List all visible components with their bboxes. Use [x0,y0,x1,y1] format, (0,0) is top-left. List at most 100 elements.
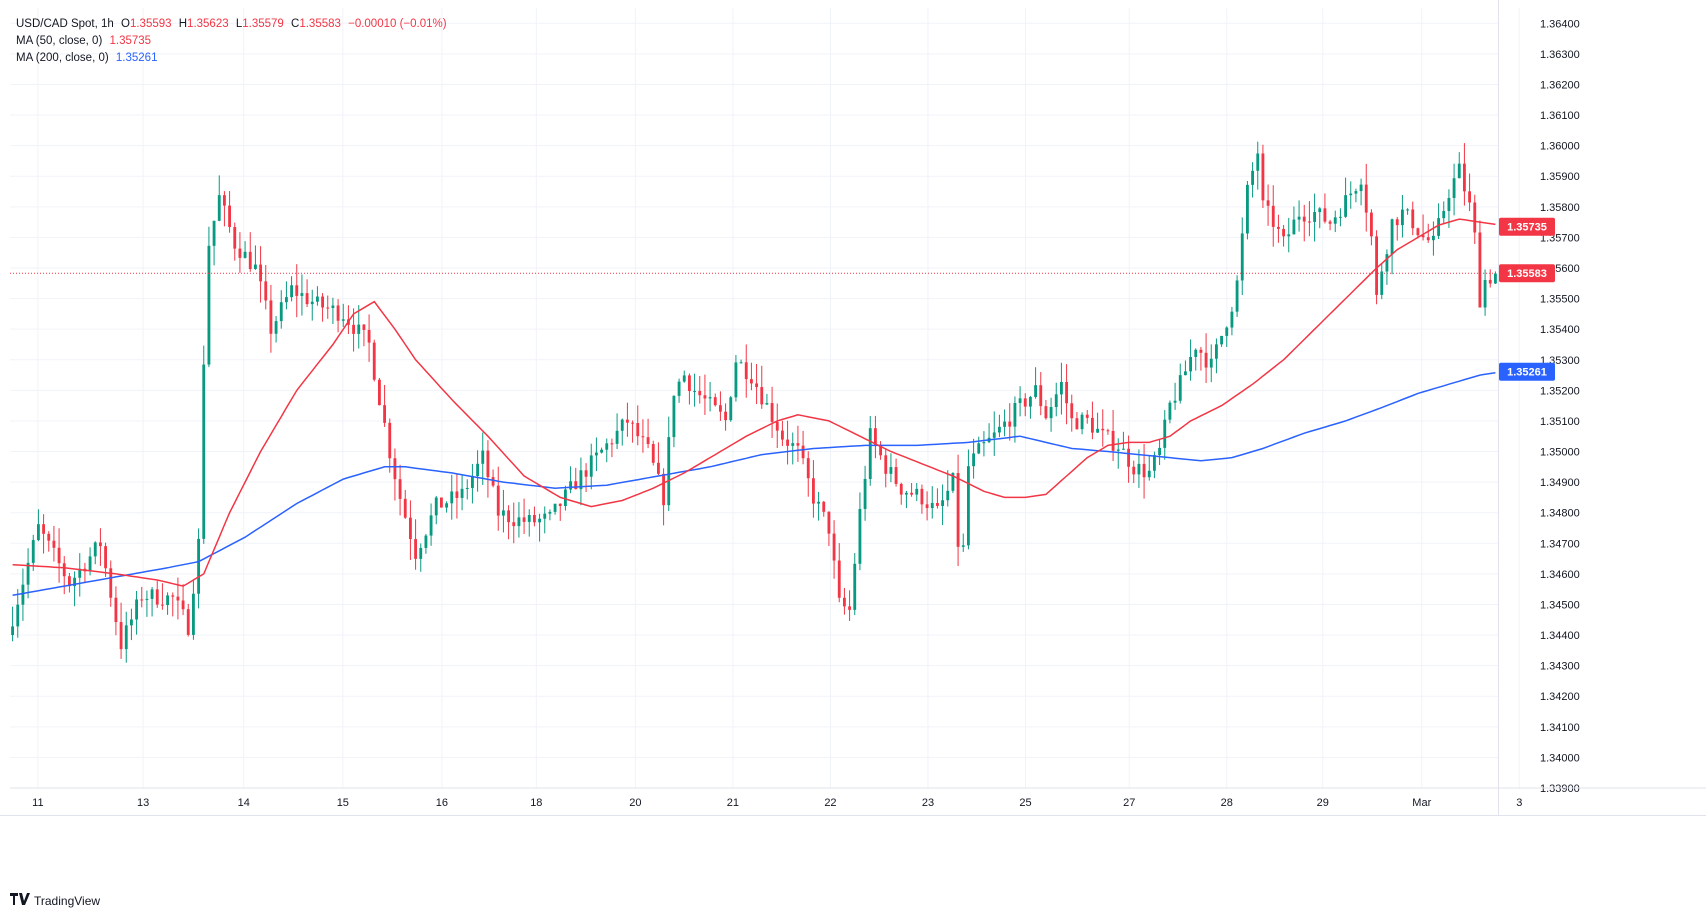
ma50-legend-row[interactable]: MA (50, close, 0) 1.35735 [16,33,451,50]
candle-body [57,547,61,564]
candle-body [1116,449,1120,451]
candle-body [1421,235,1425,238]
candle-body [501,510,505,516]
candle-body [26,562,30,585]
candle-body [1349,193,1353,196]
ohlc-high: H1.35623 [178,18,229,30]
candle-body [171,595,175,597]
candle-body [543,513,547,519]
candle-body [264,281,268,301]
candle-body [930,502,934,509]
candle-body [605,443,609,450]
candle-body [119,622,123,650]
chart-legend: USD/CAD Spot, 1h O1.35593 H1.35623 L1.35… [16,16,451,67]
candle-body [1245,184,1249,234]
candle-body [832,533,836,561]
candle-body [1333,217,1337,224]
candle-body [1127,448,1131,467]
candle-body [62,563,66,577]
candle-body [718,405,722,412]
candle-body [925,504,929,509]
candle-body [904,492,908,495]
candle-body [207,245,211,365]
candle-body [228,205,232,228]
price-badges: 1.35735 1.35583 1.35261 [1499,217,1555,381]
candle-body [729,397,733,421]
candle-body [941,500,945,506]
x-tick-label: 15 [337,797,349,809]
candle-body [899,483,903,495]
candle-body [31,540,35,563]
candle-body [1142,463,1146,478]
candle-body [47,533,51,541]
candle-body [67,576,71,587]
candle-body [1111,430,1115,451]
candle-body [109,568,113,598]
last-price-badge-bg [1499,264,1555,283]
candle-body [553,503,557,512]
candle-body [73,577,77,587]
candle-body [93,542,97,557]
candle-body [1256,153,1260,171]
candle-body [755,383,759,388]
candle-body [584,470,588,477]
candle-body [11,626,15,636]
candle-body [863,478,867,509]
candle-body [1369,212,1373,237]
y-tick-label: 1.34300 [1540,661,1580,673]
candle-body [336,305,340,321]
x-tick-label: 11 [32,797,43,809]
candle-body [357,324,361,334]
x-tick-label: 22 [824,797,836,809]
x-tick-label: 18 [530,797,542,809]
x-tick-label: 23 [922,797,934,809]
candle-body [992,432,996,438]
ma200-legend-row[interactable]: MA (200, close, 0) 1.35261 [16,50,451,67]
candle-body [817,501,821,504]
candle-body [1158,447,1162,456]
candle-body [1395,219,1399,226]
tradingview-brand[interactable]: TradingView [10,893,100,908]
candle-body [1488,279,1492,284]
candle-body [212,220,216,246]
candle-body [1194,349,1198,357]
candle-body [507,510,511,523]
candle-body [532,515,536,523]
candle-body [1137,463,1141,475]
y-tick-label: 1.35400 [1540,324,1580,336]
candle-body [1008,421,1012,427]
candle-body [1447,197,1451,211]
candle-body [910,492,914,495]
candle-body [1070,403,1074,419]
candle-body [1431,235,1435,241]
candle-body [310,301,314,305]
candle-body [548,511,552,514]
x-tick-label: 25 [1019,797,1031,809]
candle-body [672,395,676,438]
candle-body [1220,335,1224,345]
ma50-label: MA (50, close, 0) [16,35,103,47]
candle-body [434,497,438,516]
candle-body [1085,414,1089,418]
y-tick-label: 1.36000 [1540,141,1580,153]
candle-body [1468,191,1472,203]
candle-body [1039,385,1043,407]
candle-body [894,467,898,484]
candle-body [522,517,526,522]
candle-body [1452,178,1456,198]
candle-body [1183,371,1187,376]
candle-body [656,462,660,474]
candle-body [811,478,815,504]
candle-body [78,568,82,578]
candle-body [1044,406,1048,419]
candle-body [1173,400,1177,403]
candle-body [1034,385,1038,397]
candle-body [1442,210,1446,219]
candle-body [631,422,635,424]
y-tick-label: 1.35500 [1540,294,1580,306]
candle-body [780,430,784,440]
candle-body [305,293,309,305]
y-tick-label: 1.36100 [1540,110,1580,122]
candle-body [88,556,92,572]
